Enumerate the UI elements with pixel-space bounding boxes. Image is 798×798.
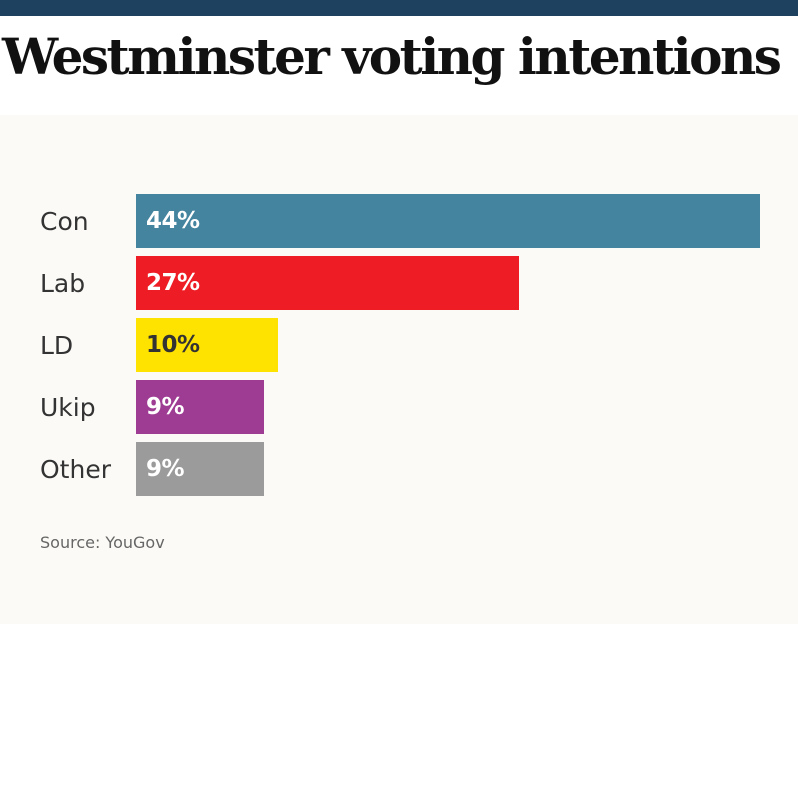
bar-row: Ukip 9%	[0, 380, 798, 434]
category-label: LD	[40, 331, 74, 360]
source-note: Source: YouGov	[40, 533, 165, 552]
category-label: Con	[40, 207, 89, 236]
chart-panel: Con 44% Lab 27% LD 10% Ukip 9% Other 9% Source: Y…	[0, 115, 798, 624]
category-label: Lab	[40, 269, 86, 298]
bar-row: LD 10%	[0, 318, 798, 372]
bar-value-label: 27%	[146, 270, 200, 296]
bar	[136, 256, 519, 310]
category-label: Other	[40, 455, 111, 484]
chart-title: Westminster voting intentions	[2, 27, 782, 86]
bar-chart: Con 44% Lab 27% LD 10% Ukip 9% Other 9%	[0, 115, 798, 624]
bar	[136, 318, 278, 372]
bar-value-label: 9%	[146, 394, 185, 420]
bar	[136, 194, 760, 248]
bar-value-label: 10%	[146, 332, 200, 358]
bar-row: Con 44%	[0, 194, 798, 248]
bar-row: Lab 27%	[0, 256, 798, 310]
bar	[136, 380, 264, 434]
bar-row: Other 9%	[0, 442, 798, 496]
category-label: Ukip	[40, 393, 96, 422]
bar	[136, 442, 264, 496]
header-bar	[0, 0, 798, 16]
bar-value-label: 44%	[146, 208, 200, 234]
bar-value-label: 9%	[146, 456, 185, 482]
